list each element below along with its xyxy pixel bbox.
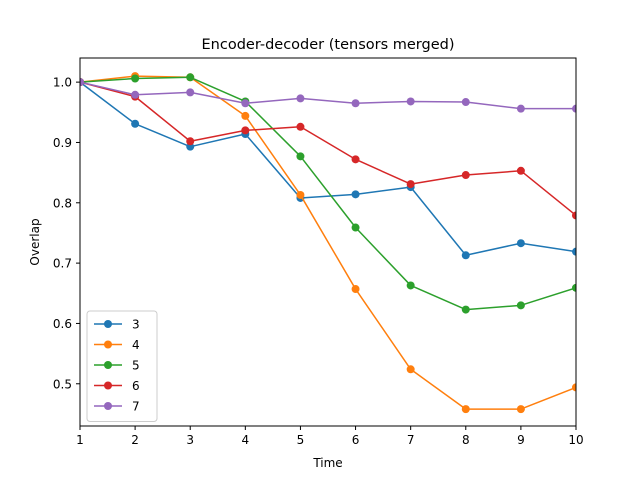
series-7 <box>80 78 576 113</box>
data-point-3-9 <box>516 239 525 248</box>
x-tick-label: 3 <box>186 433 194 447</box>
x-tick-label: 7 <box>407 433 415 447</box>
y-tick-label: 0.9 <box>53 136 72 150</box>
data-point-7-3 <box>186 88 195 97</box>
data-point-5-9 <box>516 301 525 310</box>
legend-entry-4: 4 <box>94 338 140 352</box>
data-point-7-4 <box>241 99 250 108</box>
legend-label-3: 3 <box>132 318 140 332</box>
data-point-7-9 <box>516 104 525 113</box>
legend-marker-3 <box>104 320 112 328</box>
legend-box <box>86 310 158 422</box>
data-point-5-3 <box>186 73 195 82</box>
x-tick-label: 4 <box>242 433 250 447</box>
series-line-4 <box>80 75 576 410</box>
x-tick-label: 9 <box>517 433 525 447</box>
data-point-7-6 <box>351 99 360 108</box>
x-tick-label: 6 <box>352 433 360 447</box>
data-point-5-5 <box>296 152 305 161</box>
data-point-5-2 <box>131 74 140 83</box>
data-point-7-7 <box>406 97 415 106</box>
legend-label-7: 7 <box>132 400 140 414</box>
data-point-4-10 <box>572 383 576 392</box>
legend: 3 4 5 6 7 <box>86 310 158 422</box>
data-point-3-6 <box>351 190 360 199</box>
legend-entry-7: 7 <box>94 400 140 414</box>
data-point-6-8 <box>461 171 470 180</box>
axes-frame <box>79 57 577 427</box>
y-tick-label: 0.6 <box>53 317 72 331</box>
series-line-3 <box>80 81 576 257</box>
data-point-4-8 <box>461 405 470 414</box>
data-point-6-5 <box>296 122 305 131</box>
series-line-5 <box>80 76 576 311</box>
data-point-4-4 <box>241 111 250 120</box>
plot-area <box>80 72 576 414</box>
data-point-3-8 <box>461 251 470 260</box>
data-point-7-5 <box>296 94 305 103</box>
legend-entry-3: 3 <box>94 318 140 332</box>
y-axis-title: Overlap <box>28 218 42 265</box>
data-point-7-10 <box>572 104 576 113</box>
y-tick-label: 0.8 <box>53 196 72 210</box>
data-point-6-6 <box>351 155 360 164</box>
x-tick-label: 1 <box>76 433 84 447</box>
data-point-5-8 <box>461 305 470 314</box>
legend-label-4: 4 <box>132 338 140 352</box>
x-tick-label: 5 <box>297 433 305 447</box>
data-point-5-6 <box>351 223 360 232</box>
series-line-6 <box>80 81 576 217</box>
data-point-6-9 <box>516 166 525 175</box>
series-6 <box>80 78 576 220</box>
x-axis-title: Time <box>312 456 342 470</box>
legend-marker-7 <box>104 402 112 410</box>
axis-ticks: 1 2 3 4 5 6 7 8 9 10 0.5 0.6 0.7 0.8 0.9 1.0 <box>53 76 584 447</box>
x-tick-label: 2 <box>131 433 139 447</box>
chart-title: Encoder-decoder (tensors merged) <box>202 37 455 53</box>
legend-entry-5: 5 <box>94 359 140 373</box>
data-point-6-10 <box>572 211 576 220</box>
data-point-4-5 <box>296 190 305 199</box>
legend-entry-6: 6 <box>94 379 140 393</box>
data-point-6-3 <box>186 137 195 146</box>
y-tick-label: 0.5 <box>53 377 72 391</box>
legend-marker-6 <box>104 381 112 390</box>
data-point-6-4 <box>241 126 250 135</box>
legend-label-6: 6 <box>132 379 140 393</box>
y-tick-label: 1.0 <box>53 76 72 90</box>
data-point-6-7 <box>406 180 415 189</box>
data-point-7-8 <box>461 98 470 107</box>
y-tick-label: 0.7 <box>53 257 72 271</box>
x-tick-label: 10 <box>568 433 583 447</box>
series-line-7 <box>80 81 576 110</box>
x-tick-label: 8 <box>462 433 470 447</box>
data-point-4-9 <box>516 405 525 414</box>
data-point-3-10 <box>572 247 576 256</box>
data-point-5-10 <box>572 283 576 292</box>
legend-label-5: 5 <box>132 359 140 373</box>
data-point-3-2 <box>131 119 140 128</box>
data-point-5-7 <box>406 281 415 290</box>
legend-marker-5 <box>104 361 112 369</box>
data-point-7-2 <box>131 90 140 99</box>
data-point-4-6 <box>351 285 360 294</box>
data-point-4-7 <box>406 365 415 374</box>
legend-marker-4 <box>104 340 112 349</box>
data-point-7-1 <box>80 78 84 87</box>
